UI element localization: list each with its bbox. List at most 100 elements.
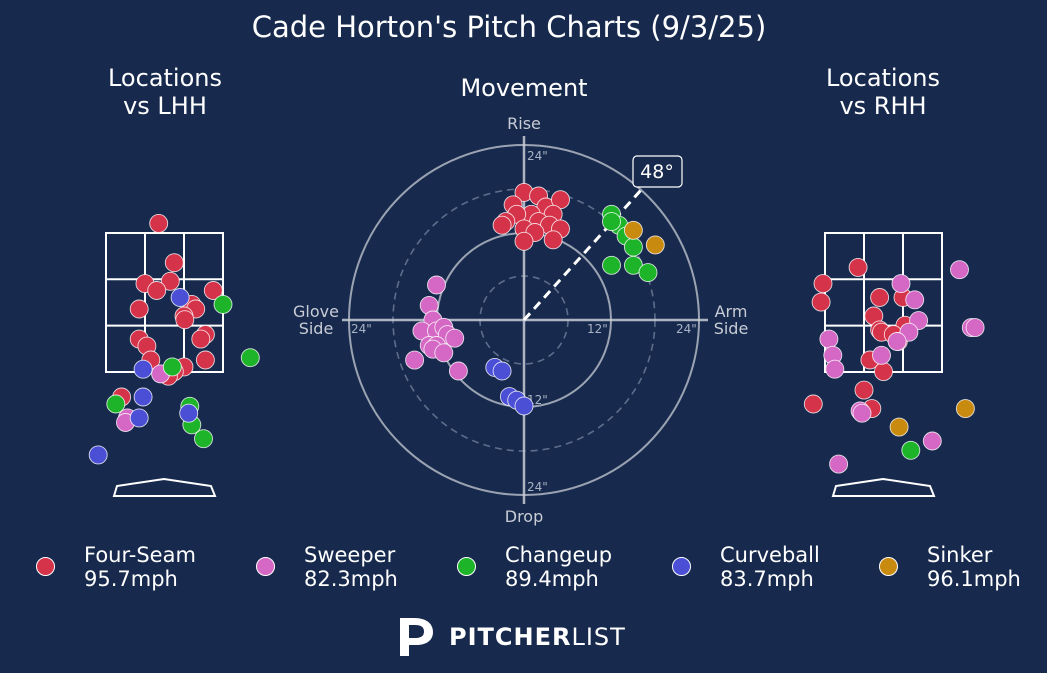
movement-panel-title: Movement (404, 74, 644, 102)
pitch-dot-sweeper (965, 318, 985, 338)
lhh-title-line2: vs LHH (123, 92, 207, 120)
pitch-dot-four-seam (175, 310, 195, 330)
pitch-dot-four-seam (803, 394, 823, 414)
pitch-dot-four-seam (147, 281, 167, 300)
rhh-panel-title: Locations vs RHH (763, 64, 1003, 120)
pitch-dot-curveball (133, 359, 153, 379)
legend-label: Curveball (720, 543, 820, 567)
lhh-home-plate (112, 477, 217, 497)
rise-label: Rise (507, 114, 541, 133)
movement-dot-sinker (645, 235, 665, 255)
pitch-dot-four-seam (164, 253, 184, 273)
pitch-dot-changeup (213, 294, 233, 314)
pitch-dot-four-seam (854, 380, 874, 400)
legend-swatch (672, 557, 691, 576)
pitch-dot-four-seam (811, 292, 831, 312)
legend-speed: 82.3mph (304, 567, 398, 591)
legend-speed: 96.1mph (927, 567, 1021, 591)
lhh-points (88, 213, 260, 465)
movement-axis-labels: Rise Drop Glove Side Arm Side (293, 114, 748, 526)
legend-speed: 95.7mph (84, 567, 178, 591)
pitch-dot-changeup (106, 394, 126, 414)
pitch-dot-sinker (955, 399, 975, 419)
pitch-dot-changeup (901, 440, 921, 460)
legend-swatch (879, 557, 898, 576)
pitch-dot-four-seam (160, 271, 180, 291)
pitch-dot-sweeper (825, 359, 845, 379)
movement-title: Movement (460, 74, 588, 102)
movement-dot-changeup (602, 212, 621, 232)
pitch-dot-changeup (162, 357, 182, 377)
pitch-dot-four-seam (870, 288, 890, 307)
ring-label-top-24: 24" (527, 149, 548, 163)
movement-dot-four-seam (543, 230, 563, 250)
movement-dot-sweeper (445, 328, 465, 348)
pitch-dot-four-seam (191, 329, 211, 349)
rhh-points (803, 257, 985, 474)
pitch-dot-four-seam (129, 299, 149, 319)
legend-speed: 89.4mph (505, 567, 599, 591)
chart-title: Cade Horton's Pitch Charts (9/3/25) (251, 10, 767, 44)
pitch-dot-curveball (88, 445, 108, 465)
pitch-dot-four-seam (149, 213, 169, 233)
arm-angle-label: 48° (640, 161, 674, 183)
legend-label: Sinker (927, 543, 993, 567)
pitch-dot-changeup (240, 348, 260, 368)
pitch-dot-four-seam (195, 350, 215, 370)
rhh-title-line1: Locations (825, 64, 940, 92)
lhh-panel-title: Locations vs LHH (45, 64, 285, 120)
legend: Four-Seam 95.7mph Sweeper 82.3mph Changeup… (0, 540, 1047, 600)
legend-swatch (36, 557, 55, 576)
pitch-dot-four-seam (203, 281, 223, 300)
pitch-dot-sinker (889, 417, 909, 437)
movement-dot-sweeper (448, 361, 468, 381)
brand-light: LIST (571, 623, 626, 651)
legend-label: Four-Seam (84, 543, 196, 567)
legend-swatch (457, 557, 476, 576)
pitch-dot-sweeper (905, 290, 925, 310)
glove-side-label-1: Glove (293, 302, 339, 321)
pitch-dot-sweeper (829, 454, 849, 474)
movement-dot-curveball (514, 396, 534, 416)
pitch-dot-changeup (194, 429, 213, 449)
movement-dot-sweeper (427, 275, 446, 295)
legend-label: Changeup (505, 543, 613, 567)
pitch-dot-curveball (170, 288, 190, 307)
legend-label: Sweeper (304, 543, 396, 567)
pitch-dot-sweeper (819, 329, 839, 349)
ring-label-bottom-24: 24" (527, 480, 548, 494)
drop-label: Drop (505, 507, 544, 526)
arm-side-label-1: Arm (715, 302, 748, 321)
movement-dot-sweeper (405, 350, 425, 370)
movement-dot-sweeper (434, 343, 454, 363)
pitch-dot-four-seam (813, 274, 833, 294)
pitch-dot-sweeper (852, 403, 872, 423)
legend-speed: 83.7mph (720, 567, 814, 591)
arm-angle-badge: 48° (632, 155, 683, 188)
pitch-dot-curveball (133, 387, 153, 407)
ring-label-left-24: 24" (351, 322, 372, 336)
pitch-dot-curveball (179, 403, 199, 423)
movement-points (405, 182, 665, 416)
glove-side-label-2: Side (299, 319, 334, 338)
pitcherlist-p-logo (400, 618, 433, 656)
movement-dot-changeup (602, 255, 621, 275)
pitch-dot-sweeper (872, 345, 891, 365)
legend-swatch (256, 557, 275, 576)
ring-label-right-24: 24" (676, 322, 697, 336)
movement-dot-sinker (623, 220, 643, 240)
movement-dot-changeup (638, 263, 658, 283)
pitch-dot-sweeper (887, 332, 907, 351)
ring-label-right-12: 12" (587, 322, 608, 336)
movement-dot-changeup (623, 237, 643, 257)
movement-dot-four-seam (492, 215, 512, 235)
pitch-dot-sweeper (950, 260, 969, 280)
brand-bold: PITCHER (449, 623, 572, 651)
pitch-dot-sweeper (922, 431, 942, 451)
movement-dot-curveball (492, 361, 512, 381)
movement-dot-four-seam (514, 231, 534, 251)
pitch-dot-four-seam (848, 257, 868, 277)
arm-side-label-2: Side (714, 319, 749, 338)
pitch-dot-four-seam (874, 362, 893, 382)
